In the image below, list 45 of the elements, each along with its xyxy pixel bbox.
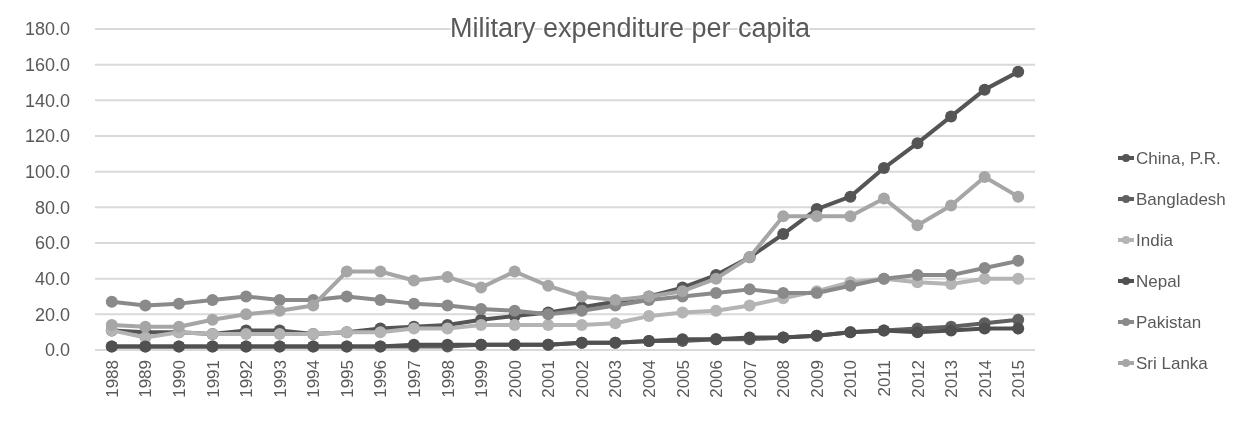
chart-title: Military expenditure per capita (449, 13, 812, 44)
x-tick-label: 1993 (270, 360, 290, 398)
x-tick-label: 1995 (337, 360, 357, 398)
x-tick-label: 1998 (438, 360, 458, 398)
y-tick-label: 20.0 (34, 304, 70, 325)
x-tick-label: 1999 (472, 360, 492, 398)
y-tick-label: 60.0 (34, 233, 70, 254)
x-tick-label: 1991 (203, 360, 223, 398)
x-tick-label: 1997 (404, 360, 424, 398)
x-tick-label: 2012 (908, 360, 928, 398)
legend-label: India (1136, 230, 1174, 250)
x-tick-label: 2007 (740, 360, 760, 398)
legend-label: Sri Lanka (1136, 353, 1209, 373)
x-tick-label: 1994 (304, 360, 324, 398)
x-tick-label: 2006 (707, 360, 727, 398)
x-tick-label: 2004 (639, 360, 659, 398)
y-tick-label: 160.0 (24, 54, 70, 75)
y-tick-label: 120.0 (24, 126, 70, 147)
y-tick-label: 40.0 (34, 268, 70, 289)
legend-label: China, P.R. (1136, 148, 1221, 168)
legend-label: Bangladesh (1136, 189, 1226, 209)
x-tick-label: 1996 (371, 360, 391, 398)
x-tick-label: 2015 (1009, 360, 1029, 398)
y-tick-label: 0.0 (44, 340, 70, 361)
y-tick-label: 80.0 (34, 197, 70, 218)
x-tick-label: 2013 (942, 360, 962, 398)
x-tick-label: 2002 (572, 360, 592, 398)
x-tick-label: 2009 (807, 360, 827, 398)
x-tick-label: 2000 (505, 360, 525, 398)
y-tick-label: 100.0 (24, 161, 70, 182)
x-tick-label: 2014 (975, 360, 995, 398)
y-tick-label: 180.0 (24, 19, 70, 40)
x-tick-label: 2003 (606, 360, 626, 398)
x-tick-label: 1990 (169, 360, 189, 398)
x-tick-label: 2005 (673, 360, 693, 398)
x-tick-label: 2008 (774, 360, 794, 398)
y-tick-label: 140.0 (24, 90, 70, 111)
legend-label: Pakistan (1136, 312, 1202, 332)
x-tick-label: 1992 (237, 360, 257, 398)
x-tick-label: 1988 (102, 360, 122, 398)
x-tick-label: 2011 (874, 360, 894, 397)
legend-label: Nepal (1136, 271, 1181, 291)
x-tick-label: 1989 (136, 360, 156, 398)
x-tick-label: 2001 (539, 360, 559, 398)
x-tick-label: 2010 (841, 360, 861, 398)
